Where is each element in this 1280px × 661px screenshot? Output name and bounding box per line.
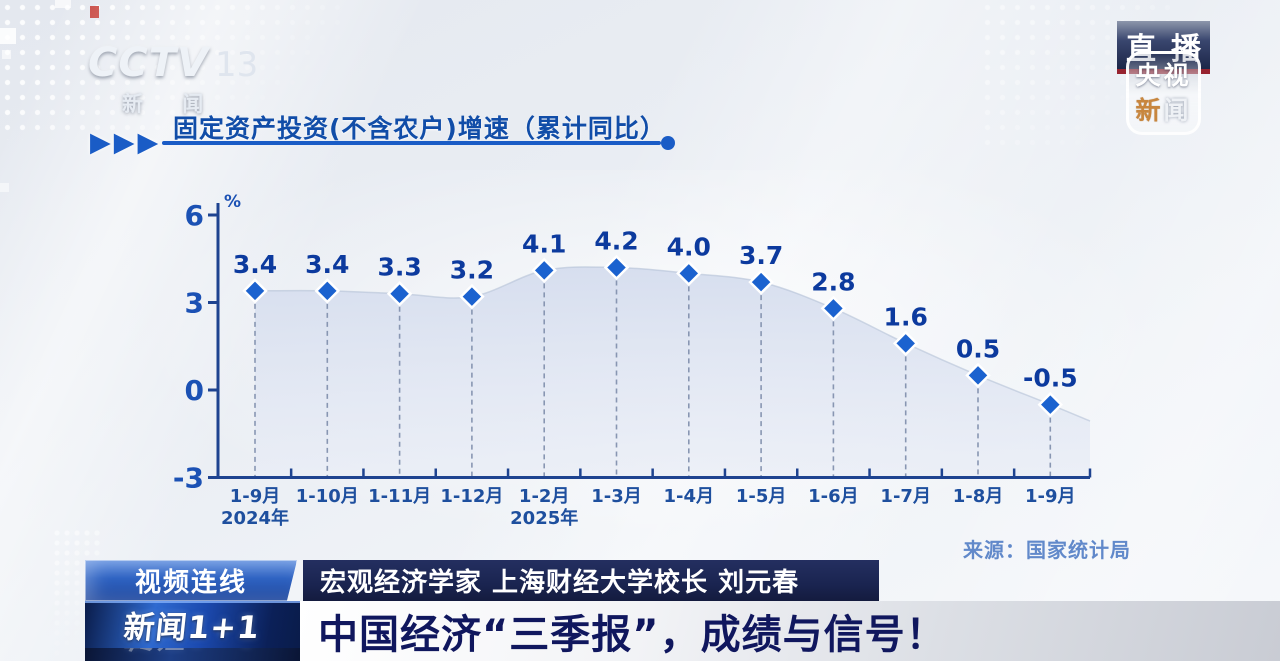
- svg-text:3.4: 3.4: [233, 250, 277, 279]
- svg-text:0.5: 0.5: [956, 334, 1000, 363]
- news-logo-bottom-text: 新闻: [1135, 95, 1192, 125]
- growth-chart: 6 3 0 -3% 3.4 3.4 3.3 3.2 4.1 4.2 4.0 3.7 2.8 1.6 0.5-…: [173, 192, 1092, 529]
- svg-text:1-12月: 1-12月: [440, 486, 503, 507]
- svg-text:4.0: 4.0: [667, 232, 711, 261]
- svg-text:3.3: 3.3: [377, 253, 421, 282]
- svg-text:1-6月: 1-6月: [808, 486, 859, 507]
- svg-text:-3: -3: [173, 462, 204, 495]
- svg-text:2.8: 2.8: [811, 267, 855, 296]
- cctv-logo-text: CCTV: [88, 40, 209, 86]
- decor-square: [0, 183, 9, 192]
- cctv-channel-logo: CCTV 13 新 闻: [88, 40, 258, 118]
- headline-bar: 中国经济“三季报”，成绩与信号！: [300, 601, 1280, 661]
- svg-text:3: 3: [185, 286, 204, 319]
- svg-text:1-10月: 1-10月: [296, 486, 359, 507]
- news-logo-top-text: 央视: [1135, 61, 1192, 91]
- channel-number: 13: [214, 45, 259, 85]
- decor-square: [2, 50, 11, 59]
- svg-text:4.1: 4.1: [522, 229, 566, 258]
- svg-text:1-4月: 1-4月: [664, 486, 715, 507]
- svg-text:1-9月: 1-9月: [1025, 486, 1076, 507]
- speaker-title-bar: 宏观经济学家 上海财经大学校长 刘元春: [303, 560, 879, 601]
- channel-subtitle: 新 闻: [122, 92, 220, 116]
- program-logo-box: 新闻1+1: [85, 601, 300, 648]
- svg-text:4.2: 4.2: [594, 226, 638, 255]
- cctv-news-app-logo: 央视 新闻: [1126, 51, 1201, 135]
- svg-text:1-3月: 1-3月: [591, 486, 642, 507]
- svg-text:1.6: 1.6: [884, 302, 928, 331]
- broadcast-artifact: [90, 6, 99, 18]
- svg-text:1-8月: 1-8月: [953, 486, 1004, 507]
- svg-text:3.4: 3.4: [305, 250, 349, 279]
- svg-text:1-2月: 1-2月: [519, 486, 570, 507]
- title-arrows-icon: ▶▶▶: [90, 127, 162, 158]
- svg-text:2025年: 2025年: [510, 507, 578, 529]
- svg-text:%: %: [224, 192, 241, 212]
- svg-text:3.2: 3.2: [450, 256, 494, 285]
- decor-square: [0, 28, 16, 44]
- video-link-tag: 视频连线: [85, 560, 297, 601]
- svg-text:1-5月: 1-5月: [736, 486, 787, 507]
- svg-text:6: 6: [185, 199, 204, 232]
- svg-text:1-7月: 1-7月: [880, 486, 931, 507]
- chart-title: 固定资产投资(不含农户)增速（累计同比）: [173, 114, 666, 143]
- svg-text:0: 0: [185, 374, 204, 407]
- program-logo-text: 新闻1+1: [122, 610, 263, 646]
- svg-text:1-9月: 1-9月: [230, 486, 281, 507]
- decor-square: [55, 0, 71, 8]
- svg-text:1-11月: 1-11月: [368, 486, 431, 507]
- title-underline-dot: [661, 136, 675, 150]
- title-underline: [162, 141, 661, 145]
- svg-text:-0.5: -0.5: [1023, 364, 1078, 393]
- svg-text:2024年: 2024年: [221, 507, 289, 529]
- svg-text:3.7: 3.7: [739, 241, 783, 270]
- program-logo-reflection: 新闻1+1: [85, 648, 300, 661]
- data-source-note: 来源：国家统计局: [963, 538, 1131, 562]
